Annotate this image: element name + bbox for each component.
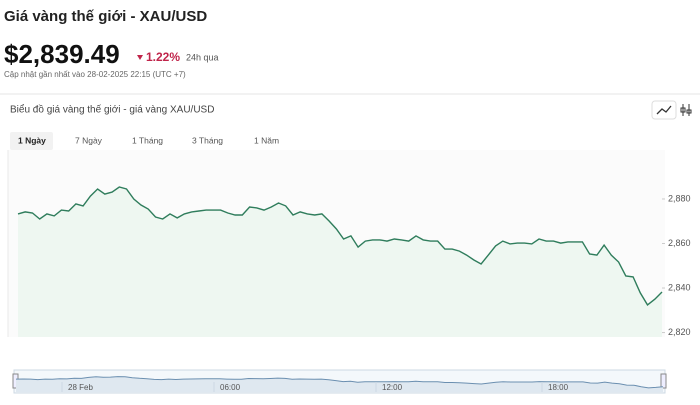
navigator-line bbox=[15, 376, 664, 389]
navigator-handle[interactable] bbox=[660, 373, 667, 389]
tab[interactable]: 1 Năm bbox=[254, 135, 279, 145]
line-icon[interactable] bbox=[656, 105, 672, 115]
navigator-area bbox=[16, 376, 663, 392]
tab-selected-bg bbox=[10, 132, 53, 150]
tab[interactable]: 1 Ngày bbox=[18, 135, 46, 145]
page-title: Giá vàng thế giới - XAU/USD bbox=[4, 8, 207, 25]
tab[interactable]: 3 Tháng bbox=[192, 135, 223, 145]
tab[interactable]: 1 Tháng bbox=[132, 135, 163, 145]
change: 1.22% bbox=[146, 50, 180, 64]
y-tick-label: 2,860 bbox=[668, 238, 691, 248]
line-icon-button[interactable] bbox=[651, 100, 677, 120]
area bbox=[18, 187, 662, 337]
updated: Cập nhật gần nhất vào 28-02-2025 22:15 (… bbox=[4, 70, 186, 79]
navigator-label: 12:00 bbox=[382, 383, 403, 392]
down-arrow bbox=[137, 55, 143, 60]
y-tick-label: 2,840 bbox=[668, 282, 691, 292]
navigator-label: 28 Feb bbox=[68, 383, 93, 392]
y-tick-label: 2,820 bbox=[668, 327, 691, 337]
candle-icon[interactable] bbox=[680, 104, 692, 116]
price: $2,839.49 bbox=[4, 39, 120, 69]
navigator-label: 18:00 bbox=[548, 383, 569, 392]
card-title: Biểu đồ giá vàng thế giới - giá vàng XAU… bbox=[10, 104, 214, 116]
navigator-label: 06:00 bbox=[220, 383, 241, 392]
period: 24h qua bbox=[186, 52, 219, 62]
tab[interactable]: 7 Ngày bbox=[75, 135, 103, 145]
y-tick-label: 2,880 bbox=[668, 193, 691, 203]
line bbox=[17, 186, 663, 306]
